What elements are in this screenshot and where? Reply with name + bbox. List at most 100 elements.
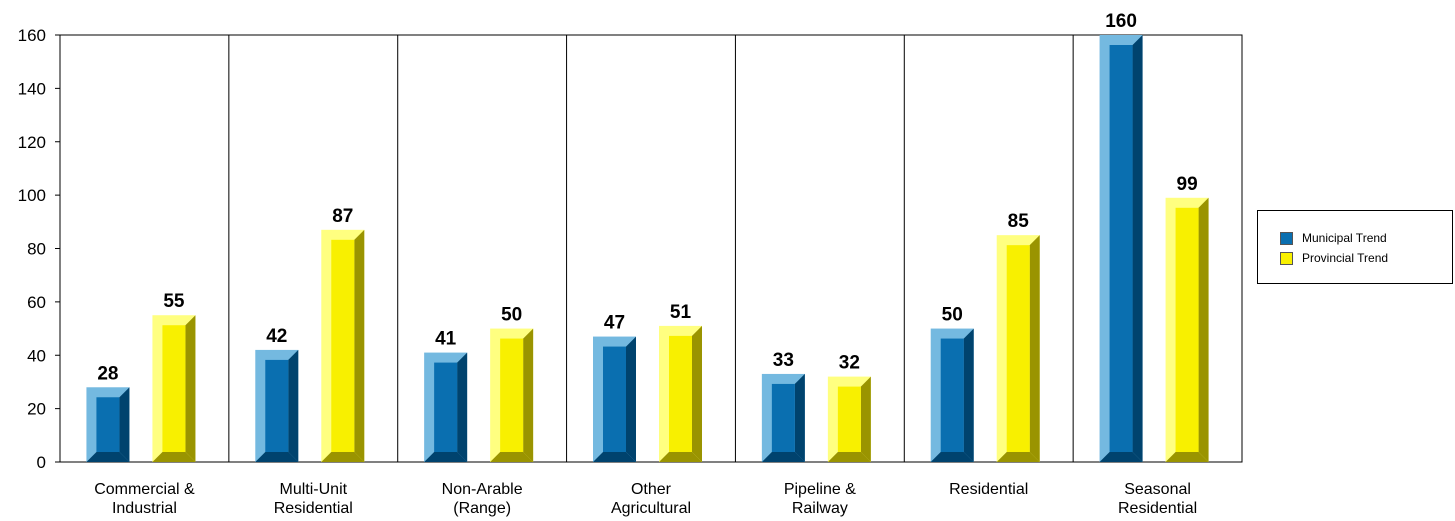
legend: Municipal Trend Provincial Trend: [1257, 210, 1453, 284]
bar-side-dark: [794, 373, 805, 462]
bar-side-dark: [185, 315, 196, 462]
category-label: Residential: [949, 481, 1028, 498]
category-label: Pipeline & Railway: [784, 481, 856, 517]
bar-face-main: [500, 338, 524, 452]
y-tick-label: 160: [18, 26, 46, 45]
bar-provincial-trend: [1165, 197, 1209, 462]
category-label-line: Commercial &: [94, 481, 195, 498]
category-label: Seasonal Residential: [1118, 481, 1197, 517]
category-label: Non-Arable (Range): [442, 481, 523, 517]
data-label: 50: [501, 305, 522, 326]
category-label-line: Railway: [792, 500, 848, 517]
category-separators: [228, 35, 1074, 462]
data-label: 99: [1177, 174, 1198, 195]
data-label: 47: [604, 313, 625, 334]
bar-bottom-dark: [255, 452, 299, 462]
data-label: 51: [670, 302, 692, 323]
category-label-line: Seasonal: [1124, 481, 1191, 498]
bar-side-dark: [457, 352, 468, 462]
category-label: Commercial & Industrial: [94, 481, 195, 517]
plot-area: [59, 34, 1243, 463]
bar-municipal-trend: [593, 336, 636, 462]
category-label-line: (Range): [453, 500, 511, 517]
data-labels: 28 42 41 47 33 50 160 55 87 50 51 32 85 99: [97, 11, 1197, 384]
plot-border: [59, 34, 1243, 463]
category-label: Other Agricultural: [611, 481, 691, 517]
legend-label-provincial: Provincial Trend: [1302, 251, 1389, 265]
bar-provincial-trend: [996, 235, 1040, 462]
bar-side-dark: [523, 328, 534, 462]
category-label-line: Industrial: [112, 500, 177, 517]
data-label: 32: [839, 353, 860, 374]
bar-side-dark: [692, 325, 702, 462]
y-tick-label: 80: [27, 240, 46, 259]
bar-side-dark: [1132, 35, 1143, 462]
bar-bottom-dark: [1165, 452, 1209, 462]
legend-swatch-provincial: [1280, 251, 1293, 265]
y-tick-label: 40: [27, 346, 46, 365]
bar-side-dark: [1029, 235, 1040, 462]
bar-face-main: [162, 325, 186, 452]
bar-side-dark: [119, 387, 130, 462]
bar-bottom-dark: [321, 452, 365, 462]
bar-side-dark: [288, 349, 299, 462]
bar-bottom-dark: [827, 452, 871, 462]
bar-face-main: [96, 397, 120, 452]
bar-bottom-dark: [1099, 452, 1143, 462]
legend-item-municipal: Municipal Trend: [1280, 231, 1387, 245]
bar-face-main: [603, 346, 626, 452]
y-tick-label: 120: [18, 133, 46, 152]
bar-side-dark: [860, 376, 871, 462]
bar-face-main: [771, 383, 795, 452]
category-label: Multi-Unit Residential: [274, 481, 353, 517]
bar-municipal-trend: [86, 387, 130, 462]
bar-face-main: [434, 362, 458, 452]
data-label: 85: [1008, 211, 1030, 232]
category-label-line: Residential: [1118, 500, 1197, 517]
bar-side-dark: [354, 229, 365, 462]
data-label: 160: [1105, 11, 1137, 32]
data-label: 42: [266, 326, 287, 347]
bar-provincial-trend: [152, 315, 196, 462]
data-label: 55: [163, 291, 185, 312]
bar-side-dark: [963, 328, 974, 462]
bar-face-main: [1109, 45, 1133, 452]
bar-face-main: [669, 335, 692, 452]
bar-face-main: [1006, 245, 1030, 452]
legend-item-provincial: Provincial Trend: [1280, 251, 1388, 265]
bar-provincial-trend: [321, 229, 365, 462]
bar-face-main: [940, 338, 964, 452]
bar-bottom-dark: [996, 452, 1040, 462]
y-tick-label: 60: [27, 293, 46, 312]
data-label: 28: [97, 363, 118, 384]
category-label-line: Multi-Unit: [280, 481, 348, 498]
bar-bottom-dark: [86, 452, 130, 462]
data-label: 50: [942, 305, 963, 326]
bar-bottom-dark: [424, 452, 468, 462]
x-axis: Commercial & Industrial Multi-Unit Resident…: [94, 481, 1197, 517]
category-label-line: Non-Arable: [442, 481, 523, 498]
bar-provincial-trend: [827, 376, 871, 462]
bar-municipal-trend: [930, 328, 974, 462]
category-label-line: Residential: [949, 481, 1028, 498]
y-tick-label: 140: [18, 79, 46, 98]
data-label: 33: [773, 350, 794, 371]
bar-provincial-trend: [659, 325, 702, 462]
bar-municipal-trend: [761, 373, 805, 462]
bar-bottom-dark: [761, 452, 805, 462]
bar-side-dark: [1198, 197, 1209, 462]
y-tick-label: 100: [18, 186, 46, 205]
y-tick-label: 20: [27, 400, 46, 419]
data-label: 87: [332, 206, 353, 227]
category-label-line: Agricultural: [611, 500, 691, 517]
bar-face-main: [331, 239, 355, 452]
legend-label-municipal: Municipal Trend: [1302, 231, 1387, 245]
y-tick-label: 0: [37, 453, 46, 472]
bar-bottom-dark: [930, 452, 974, 462]
category-label-line: Residential: [274, 500, 353, 517]
bar-bottom-dark: [490, 452, 534, 462]
bar-face-main: [837, 386, 861, 452]
bar-bottom-dark: [593, 452, 636, 462]
y-axis: 0 20 40 60 80 100 120 140 160: [18, 26, 60, 472]
